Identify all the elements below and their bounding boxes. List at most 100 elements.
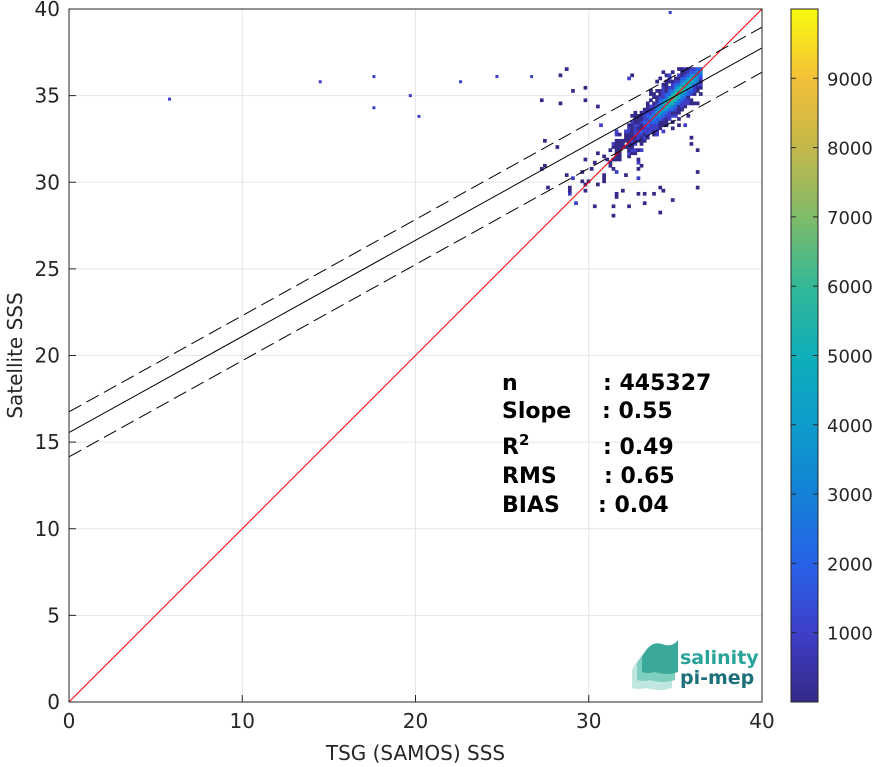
density-cell	[652, 92, 656, 96]
density-cell	[624, 135, 628, 140]
density-cell	[639, 163, 644, 168]
density-cell	[652, 123, 656, 128]
identity-line	[69, 9, 762, 702]
density-cell	[642, 107, 647, 112]
density-cell	[614, 157, 619, 162]
density-cell	[689, 135, 694, 140]
density-cell	[642, 120, 647, 124]
density-cell	[583, 157, 588, 162]
density-cell	[602, 173, 606, 177]
density-cell	[627, 129, 631, 134]
density-cell	[673, 82, 678, 87]
density-cell	[683, 85, 688, 90]
density-cell	[677, 95, 681, 99]
density-cell	[543, 138, 547, 143]
density-cell	[686, 113, 691, 118]
density-cell	[655, 89, 659, 93]
density-cell	[680, 98, 684, 103]
density-cell	[633, 129, 638, 134]
density-cell	[686, 92, 691, 96]
density-cell	[630, 145, 635, 149]
density-cell	[692, 92, 697, 96]
y-tick-label: 25	[35, 257, 60, 281]
stat-rms-label: RMS	[502, 464, 557, 489]
stat-slope-value: : 0.55	[602, 399, 673, 424]
density-cell	[673, 76, 678, 81]
density-cell	[617, 145, 622, 149]
density-cell	[667, 98, 672, 103]
density-cell	[627, 142, 631, 146]
density-cell	[627, 123, 631, 128]
density-cell	[695, 79, 700, 84]
density-cell	[611, 167, 616, 171]
density-cell	[633, 132, 638, 137]
stat-slope-label: Slope	[502, 399, 571, 424]
density-cell	[652, 110, 656, 115]
density-cell	[667, 117, 672, 121]
density-cell	[636, 129, 641, 134]
x-tick-label: 30	[576, 709, 601, 733]
density-cell	[689, 92, 694, 96]
density-cell	[617, 142, 622, 146]
stat-bias-label: BIAS	[502, 493, 560, 518]
salinity-pi-mep-logo: salinity pi-mep	[632, 640, 759, 690]
y-tick-label: 40	[35, 0, 60, 21]
density-cell	[636, 123, 641, 128]
density-cell	[670, 82, 675, 87]
density-cell	[627, 151, 631, 156]
y-axis-label: Satellite SSS	[3, 292, 27, 418]
density-cell	[658, 185, 663, 190]
density-cell	[689, 101, 694, 106]
density-cell	[655, 110, 659, 115]
density-cell	[617, 151, 622, 156]
density-cell	[645, 101, 650, 106]
density-cell	[664, 85, 669, 90]
density-cell	[680, 107, 684, 112]
density-cell	[673, 110, 678, 115]
density-cell	[624, 129, 628, 134]
density-cell	[602, 154, 606, 159]
density-cell	[658, 107, 663, 112]
density-cell	[649, 117, 653, 121]
density-cell	[633, 148, 638, 153]
colorbar-tick-label: 7000	[827, 208, 873, 229]
density-cell	[633, 151, 638, 156]
density-cell	[670, 89, 675, 93]
density-outlier	[167, 97, 171, 101]
density-cell	[649, 126, 653, 131]
density-cell	[658, 98, 663, 103]
density-cell	[673, 98, 678, 103]
density-cell	[642, 113, 647, 118]
density-cell	[596, 151, 600, 156]
density-cell	[661, 129, 666, 134]
density-cell	[664, 104, 669, 109]
density-cell	[686, 101, 691, 106]
density-cell	[602, 179, 606, 184]
density-cell	[586, 179, 591, 184]
fit-lower-line	[69, 71, 762, 458]
density-cell	[680, 101, 684, 106]
density-cell	[677, 98, 681, 103]
density-cell	[658, 113, 663, 118]
density-cell	[670, 113, 675, 118]
density-cell	[655, 126, 659, 131]
density-cell	[645, 113, 650, 118]
density-cell	[667, 85, 672, 90]
density-cell	[645, 110, 650, 115]
colorbar-tick-label: 3000	[827, 485, 873, 506]
density-cell	[655, 101, 659, 106]
density-cell	[670, 110, 675, 115]
density-cell	[642, 132, 647, 137]
density-cell	[658, 104, 663, 109]
wave-layers-icon	[632, 640, 678, 690]
density-cell	[642, 126, 647, 131]
density-cell	[692, 76, 697, 81]
density-cell	[596, 182, 600, 187]
density-cell	[680, 92, 684, 96]
density-cell	[664, 110, 669, 115]
density-cell	[677, 110, 681, 115]
colorbar-tick-label: 4000	[827, 416, 873, 437]
density-cell	[596, 104, 600, 109]
density-cell	[658, 117, 663, 121]
fit-upper-line	[69, 26, 762, 413]
